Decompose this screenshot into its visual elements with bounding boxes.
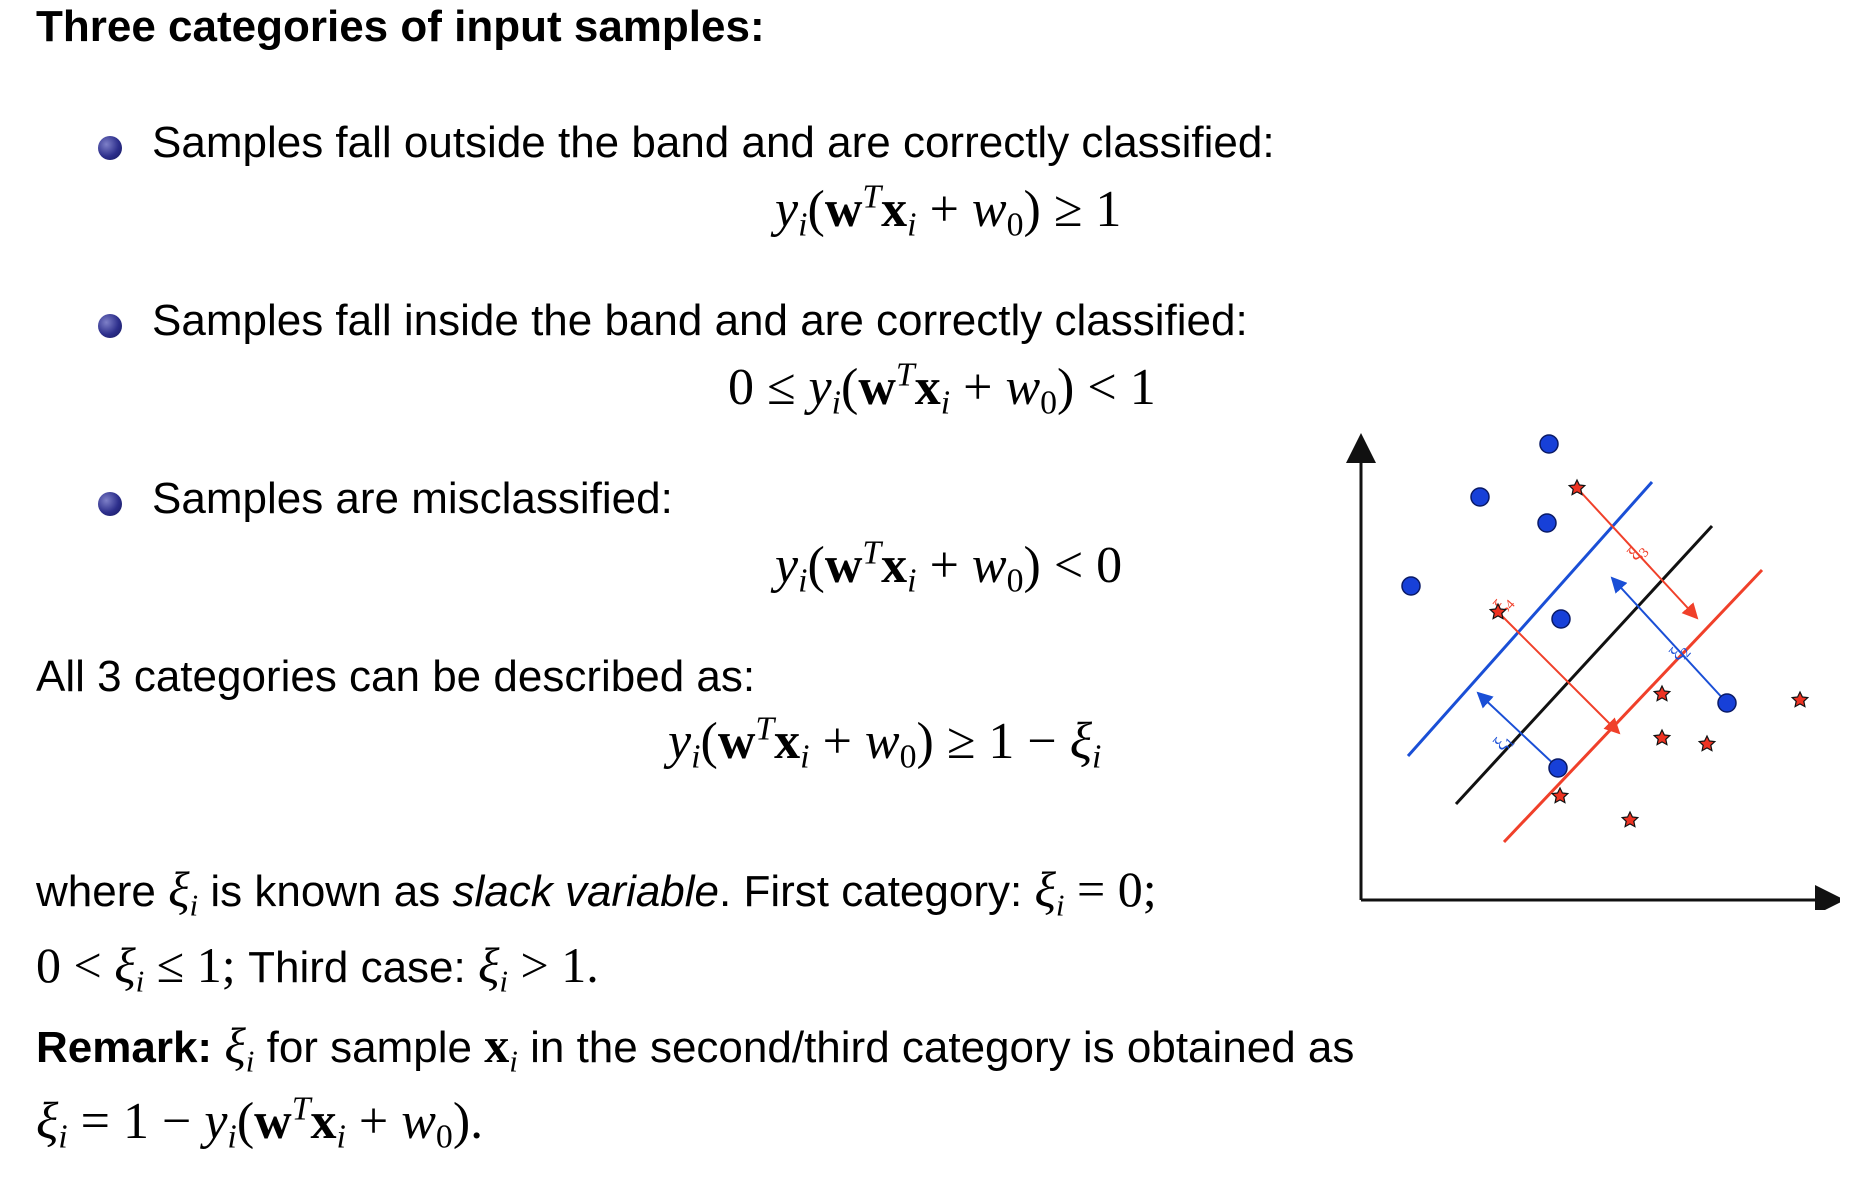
class-b-star (1790, 690, 1810, 708)
class-b-star (1488, 602, 1508, 620)
class-a-point (1717, 693, 1737, 713)
svm-slack-diagram: ξ1 ξ2 ξ3 ξ4 (1346, 433, 1840, 910)
class-b-star (1550, 786, 1570, 804)
slack-ranges-line: 0 < ξi ≤ 1; Third case: ξi > 1. (36, 937, 599, 999)
slide-title: Three categories of input samples: (36, 2, 765, 51)
equation-outside-band: yi(wTxi + w0) ≥ 1 (775, 178, 1122, 244)
class-b-star (1697, 734, 1717, 752)
blue-margin-line (1406, 481, 1654, 757)
xi3-arrow (1576, 487, 1699, 620)
decision-boundary-line (1454, 524, 1714, 806)
bullet-icon (98, 136, 122, 160)
bullet-icon (98, 492, 122, 516)
class-a-point (1551, 609, 1571, 629)
class-b-star (1567, 478, 1587, 496)
equation-slack: ξi = 1 − yi(wTxi + w0). (36, 1090, 484, 1156)
xi2-arrow (1610, 576, 1728, 704)
class-a-point (1470, 487, 1490, 507)
class-b-star (1620, 810, 1640, 828)
equation-misclassified: yi(wTxi + w0) < 0 (775, 534, 1123, 600)
class-a-point (1539, 434, 1559, 454)
bullet-icon (98, 314, 122, 338)
red-margin-line (1502, 568, 1764, 844)
class-a-point (1548, 758, 1568, 778)
slack-definition-line: where ξi is known as slack variable. Fir… (36, 861, 1157, 923)
class-a-point (1401, 576, 1421, 596)
remark-line: Remark: ξi for sample xi in the second/t… (36, 1017, 1355, 1079)
class-b-star (1652, 684, 1672, 702)
xi4-arrow (1497, 611, 1621, 735)
xi1-arrow (1476, 691, 1559, 769)
bullet-2-text: Samples fall inside the band and are cor… (152, 296, 1248, 345)
equation-inside-band: 0 ≤ yi(wTxi + w0) < 1 (728, 356, 1156, 422)
xi1-label: ξ1 (1489, 729, 1518, 758)
bullet-1-text: Samples fall outside the band and are co… (152, 118, 1275, 167)
class-b-star (1652, 728, 1672, 746)
class-a-point (1537, 513, 1557, 533)
bullet-3-text: Samples are misclassified: (152, 474, 673, 523)
equation-general: yi(wTxi + w0) ≥ 1 − ξi (668, 710, 1102, 776)
summary-text: All 3 categories can be described as: (36, 652, 756, 701)
